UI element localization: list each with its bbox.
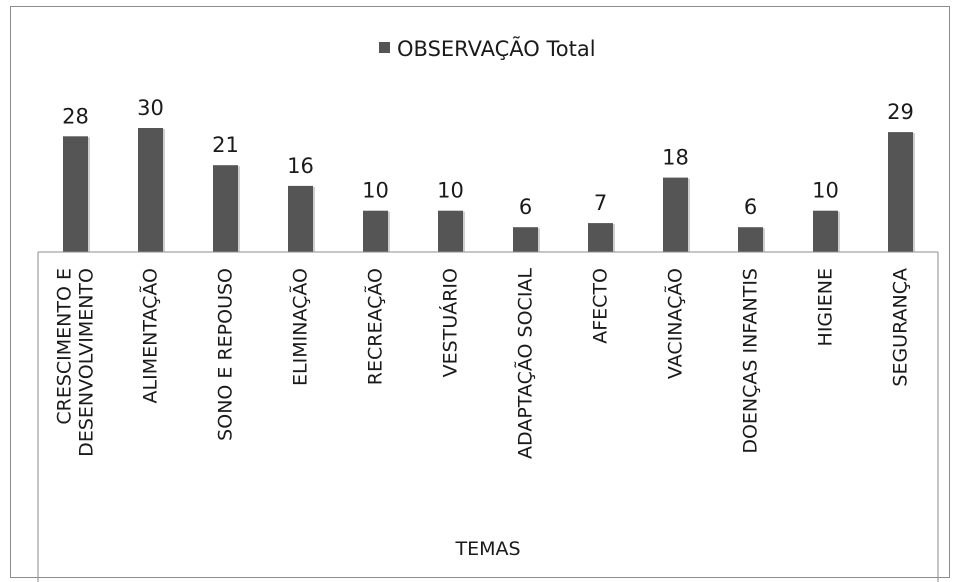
tick-label: VACINAÇÃO (664, 268, 687, 379)
bar (63, 136, 88, 252)
bar (438, 210, 463, 252)
tick-label: DESENVOLVIMENTO (76, 268, 98, 457)
data-label: 16 (287, 154, 314, 178)
data-label: 6 (519, 195, 532, 219)
tick-label: HIGIENE (815, 268, 837, 346)
bar (363, 210, 388, 252)
data-label: 6 (744, 195, 757, 219)
tick-label: VESTUÁRIO (439, 268, 462, 377)
tick-label: CRESCIMENTO E (54, 268, 76, 425)
tick-label: SONO E REPOUSO (215, 268, 237, 441)
bars (63, 128, 915, 252)
data-label: 7 (594, 191, 607, 215)
legend: OBSERVAÇÃO Total (379, 35, 596, 61)
bar (288, 185, 313, 252)
x-axis-title: TEMAS (454, 538, 520, 560)
data-label: 30 (137, 96, 164, 120)
tick-label: AFECTO (590, 268, 612, 344)
data-label: 10 (812, 179, 839, 203)
chart-frame (10, 6, 950, 578)
category-axis (37, 251, 939, 582)
data-label: 29 (887, 100, 914, 124)
bar (663, 177, 688, 252)
tick-label: ALIMENTAÇÃO (139, 268, 162, 403)
tick-label: SEGURANÇA (890, 268, 912, 387)
data-label: 18 (662, 146, 689, 170)
data-label: 21 (212, 133, 239, 157)
bar (138, 128, 163, 252)
tick-labels: CRESCIMENTO E DESENVOLVIMENTO ALIMENTAÇÃO S… (54, 268, 912, 459)
bar (738, 227, 763, 252)
data-labels: 28 30 21 16 10 10 6 7 18 6 10 29 (62, 96, 914, 219)
bar (888, 132, 913, 252)
legend-swatch (379, 42, 390, 53)
bar (588, 223, 613, 252)
legend-label: OBSERVAÇÃO Total (397, 35, 596, 61)
bar (213, 165, 238, 252)
bar (513, 227, 538, 252)
data-label: 28 (62, 104, 89, 128)
data-label: 10 (437, 179, 464, 203)
tick-label: ELIMINAÇÃO (289, 268, 312, 386)
tick-label: DOENÇAS INFANTIS (740, 268, 762, 454)
tick-label: RECREAÇÃO (364, 268, 387, 385)
bar (813, 210, 838, 252)
tick-label: ADAPTAÇÃO SOCIAL (514, 268, 537, 459)
data-label: 10 (362, 179, 389, 203)
